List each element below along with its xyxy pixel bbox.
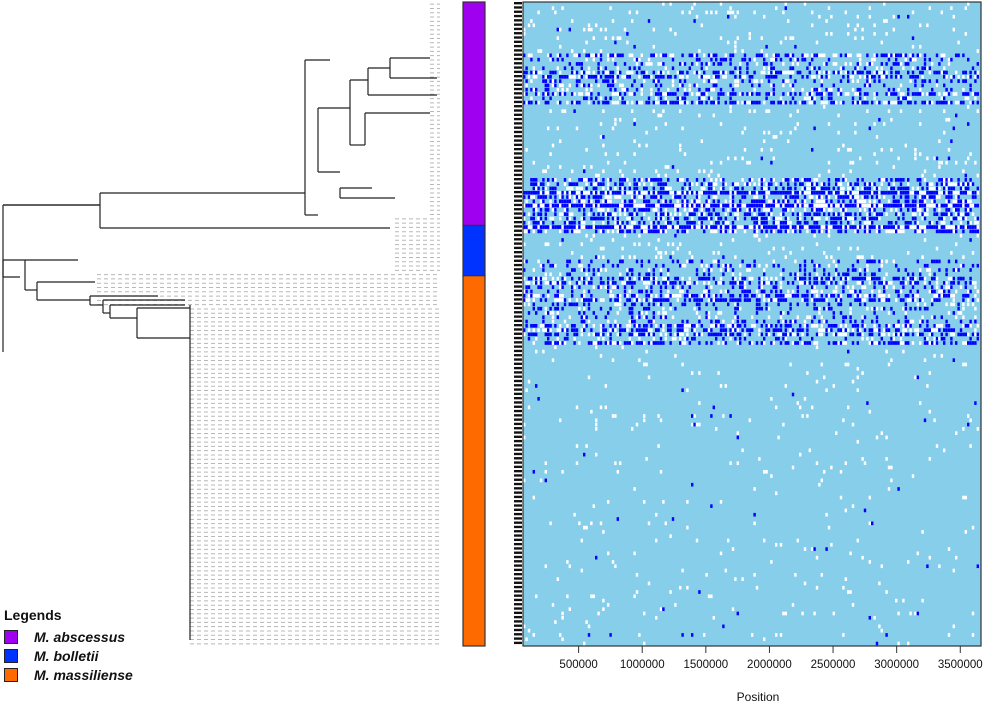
x-tick-label: 3500000 [937,659,983,671]
legend-swatch [4,648,18,663]
row-tick-marks [514,2,522,646]
legend-item-bolletii: M. bolletii [4,646,133,665]
legend-item-massiliense: M. massiliense [4,665,133,684]
x-axis [578,646,961,653]
legend: Legends M. abscessus M. bolletii M. mass… [4,607,133,684]
legend-title: Legends [4,607,62,623]
legend-item-abscessus: M. abscessus [4,627,133,646]
species-color-bar [462,1,486,647]
x-axis-title: Position [736,690,780,704]
x-tick-label: 3000000 [874,659,920,671]
snp-heatmap [522,1,982,647]
x-tick-label: 1500000 [683,659,729,671]
legend-label: M. massiliense [34,666,133,683]
legend-swatch [4,667,18,682]
x-tick-label: 500000 [559,659,598,671]
legend-label: M. bolletii [34,647,99,664]
legend-swatch [4,629,18,644]
x-tick-label: 2500000 [810,659,856,671]
x-tick-label: 1000000 [619,659,665,671]
x-tick-label: 2000000 [747,659,792,671]
legend-label: M. abscessus [34,628,126,645]
phylogenetic-tree [2,3,440,645]
